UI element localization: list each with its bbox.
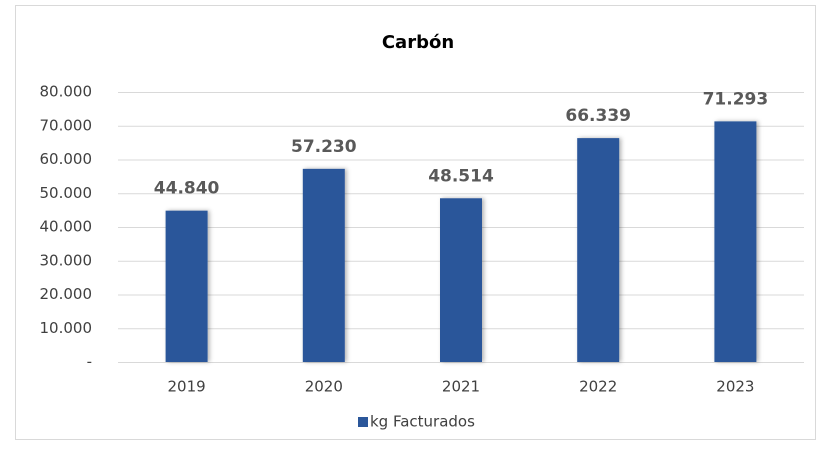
- y-tick-label: 20.000: [40, 285, 93, 303]
- data-label: 71.293: [703, 89, 769, 109]
- legend-label: kg Facturados: [370, 413, 475, 431]
- bar: [440, 198, 482, 362]
- x-tick-label: 2023: [716, 378, 754, 396]
- y-tick-label: 30.000: [40, 251, 93, 269]
- y-tick-label: 10.000: [40, 319, 93, 337]
- y-tick-label: 40.000: [40, 218, 93, 236]
- chart-title: Carbón: [382, 32, 454, 53]
- bar: [577, 138, 620, 362]
- x-tick-label: 2020: [305, 378, 343, 396]
- x-tick-label: 2022: [579, 378, 617, 396]
- chart-border: [15, 5, 816, 440]
- y-tick-label: 70.000: [40, 116, 93, 134]
- y-tick-label: 50.000: [40, 184, 93, 202]
- y-tick-label: 60.000: [40, 150, 93, 168]
- data-label: 57.230: [291, 137, 357, 157]
- bar: [714, 121, 757, 362]
- data-label: 48.514: [428, 166, 494, 186]
- y-tick-label: -: [87, 353, 92, 371]
- legend-swatch: [358, 417, 368, 427]
- bar: [302, 168, 345, 362]
- y-tick-label: 80.000: [40, 83, 93, 101]
- data-label: 66.339: [565, 106, 631, 126]
- bar: [165, 210, 208, 362]
- data-label: 44.840: [154, 179, 220, 199]
- x-tick-label: 2021: [442, 378, 480, 396]
- x-tick-label: 2019: [168, 378, 206, 396]
